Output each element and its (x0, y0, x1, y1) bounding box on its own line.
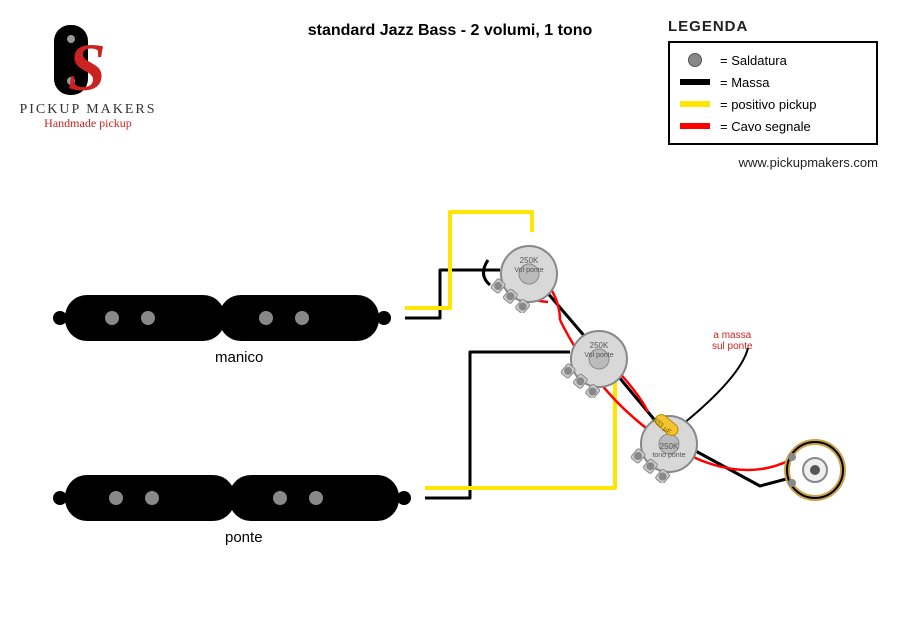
pickup-neck-half-1 (65, 295, 225, 341)
pickup-neck: manico (65, 295, 379, 366)
svg-text:Vol ponte: Vol ponte (584, 352, 613, 359)
legend-row-solder: = Saldatura (680, 49, 866, 71)
legend-row-signal: = Cavo segnale (680, 115, 866, 137)
legend: LEGENDA = Saldatura = Massa = positivo p… (668, 18, 878, 170)
legend-label: = Saldatura (720, 53, 787, 68)
logo-mark: S (48, 20, 128, 100)
pickup-neck-label: manico (215, 349, 379, 366)
legend-label: = Cavo segnale (720, 119, 811, 134)
ground-to-bridge-annotation: a massa sul ponte (712, 330, 753, 352)
pickup-bridge: ponte (65, 475, 399, 546)
pot-tone: .033 µF 250K tono ponte (630, 405, 708, 488)
signal-line-icon (680, 123, 710, 129)
pickup-bridge-half-1 (65, 475, 235, 521)
pickup-bridge-label: ponte (225, 529, 399, 546)
pickup-neck-half-2 (219, 295, 379, 341)
pot-label: 250K (520, 256, 539, 265)
svg-text:250K: 250K (660, 442, 679, 451)
svg-text:Vol ponte: Vol ponte (514, 267, 543, 274)
pickup-bridge-half-2 (229, 475, 399, 521)
logo-subtitle: Handmade pickup (18, 116, 158, 131)
legend-row-ground: = Massa (680, 71, 866, 93)
page-title: standard Jazz Bass - 2 volumi, 1 tono (308, 22, 593, 40)
legend-label: = positivo pickup (720, 97, 816, 112)
brand-logo: S PICKUP MAKERS Handmade pickup (18, 20, 158, 131)
legend-url: www.pickupmakers.com (668, 155, 878, 170)
svg-text:250K: 250K (590, 341, 609, 350)
output-jack (780, 435, 850, 510)
logo-letter-s: S (68, 28, 106, 107)
pot-vol-neck: 250K Vol ponte (490, 235, 568, 318)
ground-line-icon (680, 79, 710, 85)
legend-box: = Saldatura = Massa = positivo pickup = … (668, 41, 878, 145)
svg-text:tono ponte: tono ponte (652, 452, 685, 459)
legend-label: = Massa (720, 75, 770, 90)
solder-dot-icon (688, 53, 702, 67)
legend-title: LEGENDA (668, 18, 878, 35)
positive-line-icon (680, 101, 710, 107)
pot-vol-bridge: 250K Vol ponte (560, 320, 638, 403)
legend-row-positive: = positivo pickup (680, 93, 866, 115)
